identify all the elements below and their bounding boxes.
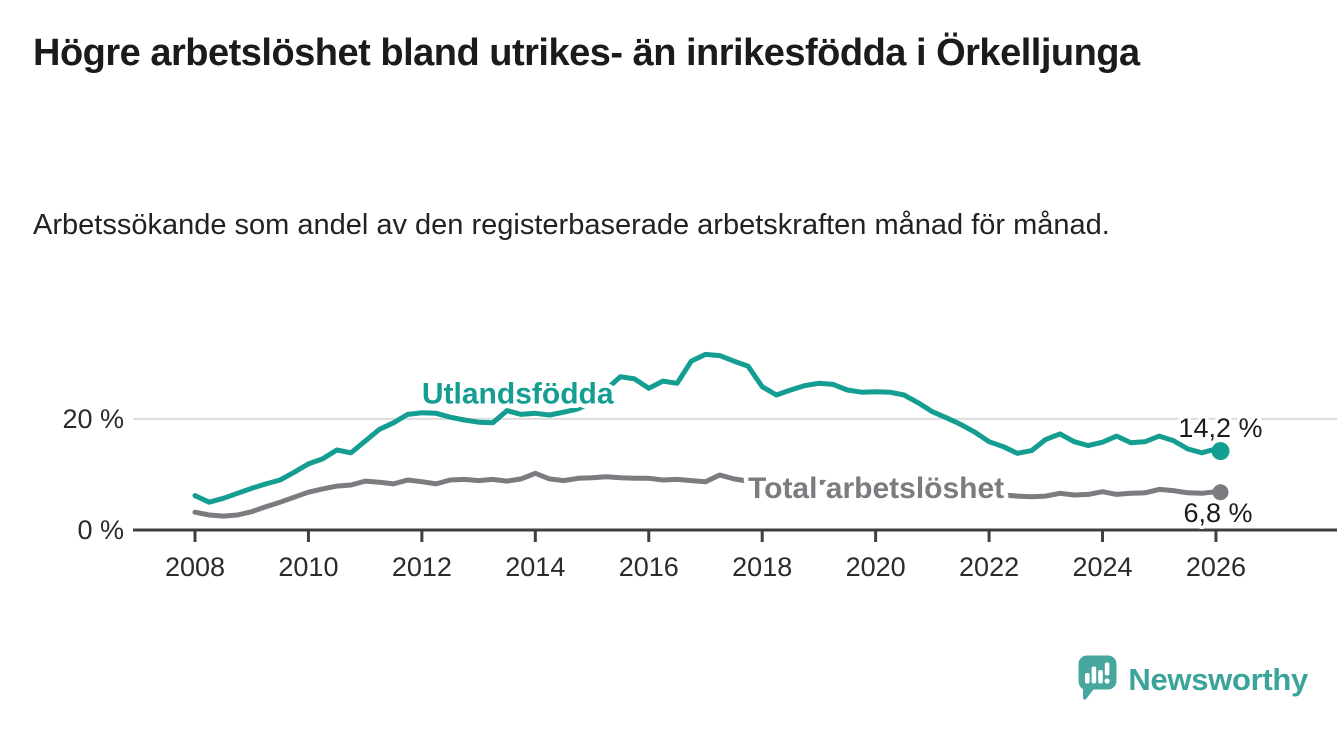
x-tick-label-2022: 2022 [959, 552, 1019, 582]
series-label-utlandsfodda: Utlandsfödda [422, 377, 614, 410]
x-tick-label-2018: 2018 [732, 552, 792, 582]
x-tick-label-2024: 2024 [1072, 552, 1132, 582]
brand-footer: Newsworthy [1077, 655, 1308, 705]
chart-title: Högre arbetslöshet bland utrikes- än inr… [33, 32, 1140, 74]
brand-name: Newsworthy [1128, 662, 1308, 697]
y-tick-label-0: 0 % [77, 515, 124, 545]
end-value-annotation-utlandsfodda: 14,2 % [1178, 413, 1262, 443]
x-tick-label-2016: 2016 [619, 552, 679, 582]
line-chart-figure: 2008 2010 2012 2014 2016 2018 2020 2022 2024 2026… [0, 300, 1340, 610]
series-end-dot-utlandsfodda [1211, 442, 1230, 461]
end-value-annotation-total: 6,8 % [1183, 498, 1252, 528]
x-tick-label-2014: 2014 [505, 552, 565, 582]
x-tick-label-2008: 2008 [165, 552, 225, 582]
y-tick-label-20: 20 % [62, 404, 124, 434]
series-end-dot-total [1212, 484, 1229, 501]
x-tick-label-2026: 2026 [1186, 552, 1246, 582]
x-tick-label-2012: 2012 [392, 552, 452, 582]
newsworthy-logo-icon [1077, 654, 1118, 706]
chart-subtitle: Arbetssökande som andel av den registerb… [33, 209, 1110, 241]
x-tick-label-2020: 2020 [846, 552, 906, 582]
series-line-utlandsfodda [192, 351, 1223, 505]
series-line-total [192, 470, 1223, 519]
series-label-total: Total arbetslöshet [748, 472, 1004, 505]
x-tick-label-2010: 2010 [278, 552, 338, 582]
line-chart-svg: 2008 2010 2012 2014 2016 2018 2020 2022 2024 2026… [62, 351, 1337, 582]
